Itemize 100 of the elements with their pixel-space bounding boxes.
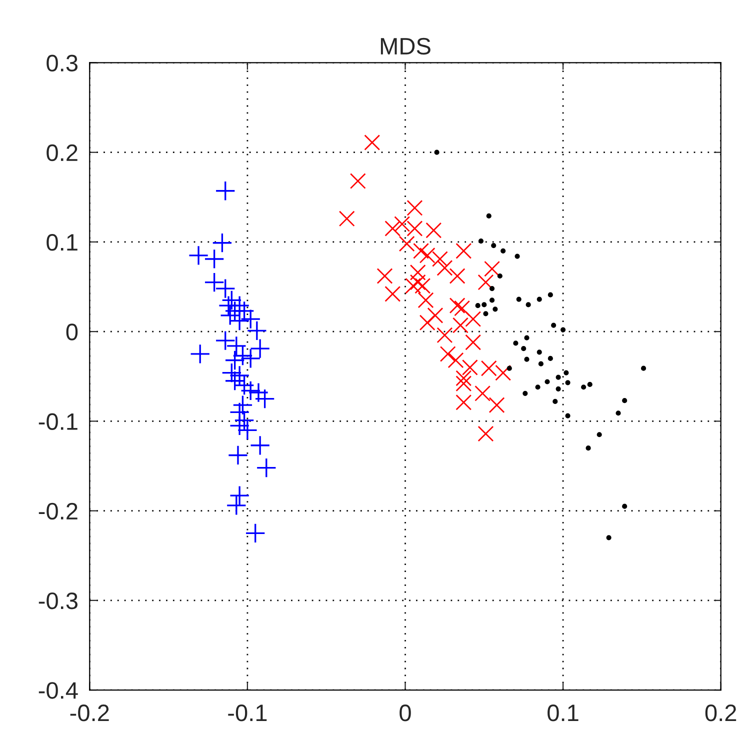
point — [376, 268, 393, 284]
y-tick-label: -0.2 — [38, 502, 78, 520]
point — [226, 336, 247, 356]
point — [229, 485, 250, 506]
point — [622, 398, 628, 404]
point — [526, 302, 531, 308]
point — [449, 268, 466, 284]
point — [462, 359, 478, 376]
point — [406, 220, 423, 236]
point — [495, 364, 512, 381]
point — [456, 370, 472, 386]
point — [616, 410, 621, 416]
point — [432, 251, 448, 267]
point — [250, 435, 270, 456]
point — [565, 413, 570, 418]
point — [212, 232, 232, 254]
point — [475, 303, 480, 308]
y-tick-label: 0.3 — [46, 54, 78, 72]
point — [254, 388, 275, 409]
point — [440, 346, 456, 362]
point — [483, 311, 488, 316]
point — [548, 356, 553, 362]
point — [478, 238, 484, 244]
point — [596, 432, 602, 438]
point — [350, 173, 366, 189]
point — [535, 384, 540, 390]
point — [248, 382, 269, 403]
point — [204, 272, 224, 292]
point — [456, 242, 472, 259]
point — [454, 300, 470, 316]
point — [622, 504, 628, 509]
y-tick-label: 0.1 — [46, 234, 78, 251]
point — [606, 535, 612, 540]
point — [215, 180, 236, 202]
point — [484, 260, 500, 277]
point — [222, 362, 242, 383]
y-tick-label: 0 — [66, 324, 78, 340]
point — [234, 375, 254, 396]
point — [524, 335, 530, 340]
point — [215, 278, 236, 299]
point — [246, 320, 268, 341]
point — [500, 248, 506, 254]
point — [478, 426, 494, 442]
y-tick-label: 0.2 — [46, 144, 78, 162]
point — [556, 386, 561, 392]
point — [538, 361, 544, 366]
point — [524, 356, 530, 362]
point — [229, 416, 250, 436]
x-tick-label: -0.2 — [70, 704, 109, 722]
point — [215, 330, 236, 351]
point — [552, 398, 558, 404]
point — [436, 260, 453, 276]
point — [514, 254, 520, 259]
point — [536, 350, 542, 355]
point — [338, 210, 355, 227]
point — [237, 420, 258, 440]
point — [560, 327, 566, 332]
point — [581, 384, 586, 390]
y-tick-label: -0.3 — [38, 592, 78, 610]
point — [226, 495, 247, 516]
x-tick-label: -0.1 — [228, 704, 267, 722]
point — [394, 216, 410, 232]
point — [405, 278, 422, 294]
point — [190, 344, 210, 364]
point — [465, 311, 482, 328]
point — [426, 222, 442, 238]
point — [516, 296, 522, 302]
y-tick-label: -0.4 — [38, 682, 78, 699]
point — [491, 242, 496, 248]
point — [544, 379, 550, 384]
point — [229, 310, 250, 331]
point — [564, 370, 569, 376]
point — [232, 346, 253, 366]
point — [413, 242, 430, 259]
point — [497, 273, 502, 279]
point — [414, 278, 431, 294]
point — [506, 366, 512, 371]
point — [256, 458, 277, 478]
point — [188, 245, 209, 266]
point — [234, 410, 254, 430]
point — [222, 290, 242, 310]
point — [410, 274, 426, 290]
point — [398, 236, 415, 252]
point — [486, 213, 492, 219]
point — [565, 380, 570, 386]
point — [384, 286, 401, 302]
point — [410, 264, 426, 280]
point — [586, 446, 591, 451]
point — [456, 376, 472, 392]
point — [489, 286, 495, 292]
point — [427, 307, 444, 324]
point — [478, 274, 494, 290]
point — [465, 334, 482, 350]
point — [551, 322, 556, 328]
point — [548, 292, 553, 298]
point — [436, 327, 453, 344]
point — [640, 366, 646, 371]
x-tick-label: 0.2 — [705, 704, 736, 722]
point — [474, 385, 491, 402]
point — [536, 296, 542, 302]
